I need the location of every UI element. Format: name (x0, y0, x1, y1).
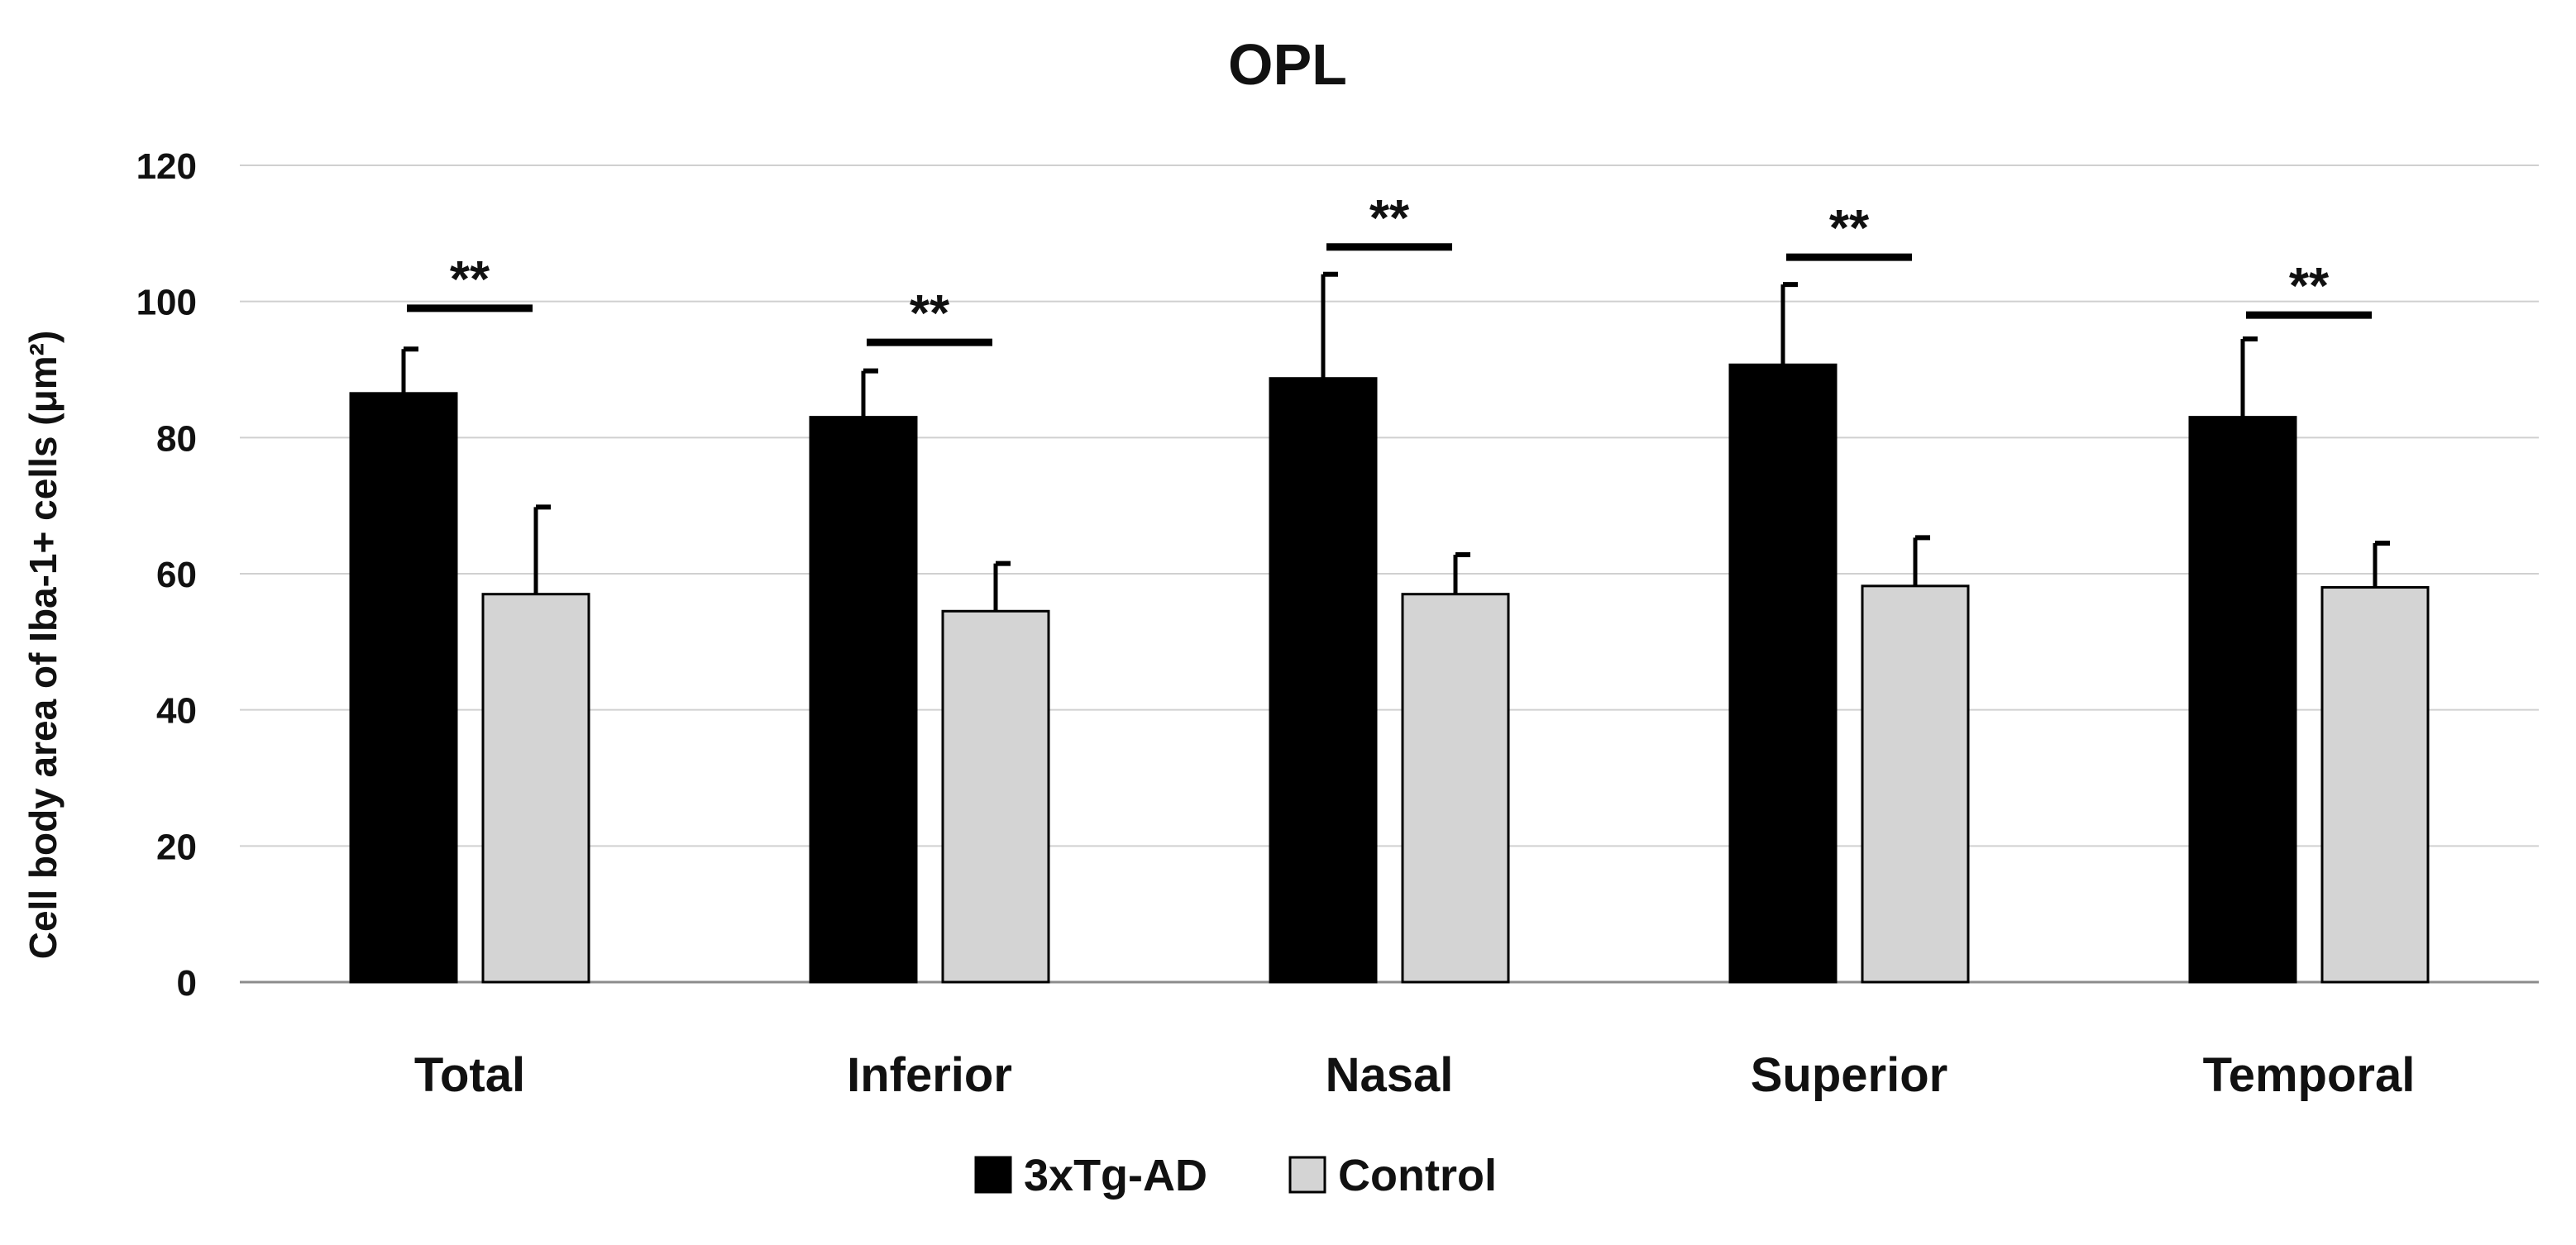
x-tick-temporal: Temporal (2203, 1048, 2416, 1102)
y-tick-40: 40 (156, 691, 197, 732)
gridlines (240, 165, 2539, 984)
y-tick-100: 100 (136, 283, 197, 323)
y-tick-80: 80 (156, 418, 197, 459)
x-tick-nasal: Nasal (1326, 1048, 1454, 1102)
y-axis-label: Cell body area of Iba-1+ cells (μm²) (22, 331, 65, 960)
legend-label-control: Control (1338, 1151, 1497, 1200)
significance-label-total: ** (450, 251, 490, 308)
y-tick-20: 20 (156, 827, 197, 867)
error-bars (401, 271, 2390, 612)
legend-swatch-control (1288, 1156, 1326, 1194)
significance-label-superior: ** (1829, 200, 1870, 257)
bar-control-inferior (941, 609, 1050, 984)
significance-label-inferior: ** (910, 285, 950, 342)
bar-control-superior (1861, 584, 1970, 984)
x-tick-labels: Total Inferior Nasal Superior Temporal (414, 1048, 2416, 1102)
significance-annotations: ** ** ** ** ** (407, 190, 2372, 346)
x-tick-inferior: Inferior (847, 1048, 1012, 1102)
y-tick-120: 120 (136, 146, 197, 187)
bar-tg-inferior (809, 416, 918, 984)
y-tick-labels: 0 20 40 60 80 100 120 (136, 146, 197, 1004)
bar-control-total (481, 593, 590, 984)
bar-tg-total (349, 392, 458, 984)
significance-label-nasal: ** (1369, 190, 1410, 247)
bar-tg-temporal (2188, 416, 2297, 984)
legend-label-tg: 3xTg-AD (1024, 1151, 1207, 1200)
y-tick-0: 0 (177, 963, 197, 1004)
bar-control-temporal (2320, 585, 2430, 984)
significance-label-temporal: ** (2289, 258, 2330, 315)
bars (349, 363, 2430, 984)
bar-tg-superior (1728, 363, 1838, 984)
bar-control-nasal (1401, 593, 1510, 984)
bar-tg-nasal (1269, 377, 1378, 984)
x-tick-superior: Superior (1751, 1048, 1948, 1102)
legend: 3xTg-AD Control (974, 1151, 1497, 1200)
legend-swatch-tg (974, 1156, 1012, 1194)
y-tick-60: 60 (156, 555, 197, 595)
x-tick-total: Total (414, 1048, 525, 1102)
chart-title: OPL (1228, 32, 1347, 97)
